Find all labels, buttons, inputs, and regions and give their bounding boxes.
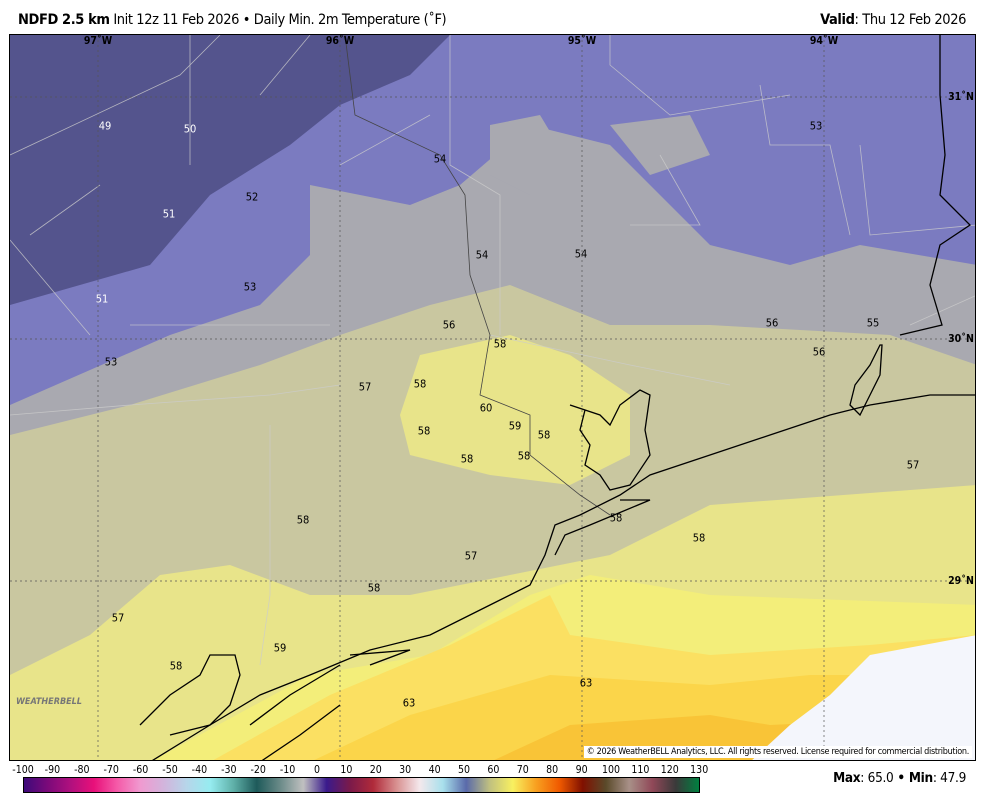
temperature-label: 57 [358, 380, 372, 394]
colorbar-tick: 20 [369, 764, 382, 776]
longitude-label: 96˚W [325, 35, 355, 47]
temperature-label: 57 [111, 611, 125, 625]
temperature-label: 57 [906, 458, 920, 472]
latitude-label: 30˚N [948, 333, 974, 345]
temperature-label: 58 [367, 581, 381, 595]
temperature-label: 58 [609, 511, 623, 525]
temperature-label: 54 [433, 152, 447, 166]
max-min-stats: Max: 65.0 • Min: 47.9 [833, 770, 966, 786]
colorbar-tick: 90 [575, 764, 588, 776]
stats-separator: • [893, 770, 909, 786]
temperature-label: 63 [579, 676, 593, 690]
temperature-label: 60 [479, 401, 493, 415]
colorbar-tick: -60 [132, 764, 149, 776]
colorbar-tick: -90 [44, 764, 61, 776]
temperature-label: 49 [98, 119, 112, 133]
temperature-label: 58 [493, 337, 507, 351]
temperature-label: 58 [517, 449, 531, 463]
temperature-label: 63 [402, 696, 416, 710]
temperature-map[interactable]: 97˚W 96˚W 95˚W 94˚W 31˚N 30˚N 29˚N 49 50 5… [9, 34, 976, 761]
init-time: Init 12z 11 Feb 2026 [113, 12, 239, 28]
longitude-label: 94˚W [809, 35, 839, 47]
temperature-label: 53 [104, 355, 118, 369]
longitude-label: 97˚W [83, 35, 113, 47]
temperature-label: 58 [417, 424, 431, 438]
temperature-label: 51 [162, 207, 176, 221]
colorbar-tick: 10 [340, 764, 353, 776]
temperature-label: 58 [460, 452, 474, 466]
colorbar-tick: 0 [313, 764, 321, 776]
colorbar-tick: 30 [399, 764, 412, 776]
max-label: Max [833, 770, 861, 786]
colorbar-tick: -50 [162, 764, 178, 776]
map-fill [10, 35, 975, 760]
temperature-label: 59 [273, 641, 287, 655]
colorbar-tick: -70 [103, 764, 119, 776]
temperature-label: 58 [692, 531, 706, 545]
temperature-label: 58 [413, 377, 427, 391]
colorbar-tick: -30 [221, 764, 237, 776]
colorbar-tick: 50 [457, 764, 471, 776]
temperature-label: 51 [95, 292, 109, 306]
colorbar-tick: 100 [601, 764, 621, 776]
colorbar-tick: 40 [428, 764, 441, 776]
latitude-label: 29˚N [948, 575, 974, 587]
colorbar-tick: 110 [631, 764, 650, 776]
colorbar-tick: -100 [12, 764, 34, 776]
temperature-label: 57 [464, 549, 478, 563]
max-value: : 65.0 [860, 770, 894, 786]
temperature-label: 56 [442, 318, 456, 332]
temperature-label: 54 [475, 248, 489, 262]
temperature-label: 58 [296, 513, 310, 527]
min-label: Min [908, 770, 933, 786]
colorbar-tick: -40 [191, 764, 208, 776]
latitude-label: 31˚N [948, 91, 974, 103]
temperature-label: 54 [574, 247, 588, 261]
map-title: NDFD 2.5 km Init 12z 11 Feb 2026 • Daily… [18, 12, 447, 28]
copyright-notice: © 2026 WeatherBELL Analytics, LLC. All r… [583, 746, 972, 758]
product-name: Daily Min. 2m Temperature (˚F) [253, 12, 447, 28]
temperature-label: 56 [765, 316, 779, 330]
temperature-label: 53 [243, 280, 257, 294]
colorbar-tick: 120 [660, 764, 679, 776]
temperature-label: 53 [809, 119, 823, 133]
valid-label: Valid [820, 12, 855, 28]
temperature-label: 58 [169, 659, 183, 673]
weatherbell-logo: WEATHERBELL [16, 697, 82, 707]
temperature-label: 52 [245, 190, 259, 204]
longitude-label: 95˚W [567, 35, 597, 47]
colorbar-tick: -20 [250, 764, 266, 776]
colorbar-tick: 80 [546, 764, 559, 776]
colorbar [23, 777, 700, 793]
separator: • [242, 12, 251, 28]
colorbar-tick: -10 [279, 764, 296, 776]
colorbar-tick: 70 [516, 764, 529, 776]
valid-value: : Thu 12 Feb 2026 [854, 12, 967, 28]
temperature-label: 56 [812, 345, 826, 359]
valid-time: Valid: Thu 12 Feb 2026 [820, 12, 966, 28]
temperature-label: 55 [866, 316, 880, 330]
temperature-label: 58 [537, 428, 551, 442]
colorbar-tick: -80 [74, 764, 90, 776]
colorbar-tick: 130 [690, 764, 709, 776]
colorbar-tick: 60 [487, 764, 500, 776]
model-name: NDFD 2.5 km [18, 12, 110, 28]
temperature-label: 50 [183, 122, 197, 136]
min-value: : 47.9 [932, 770, 966, 786]
temperature-label: 59 [508, 419, 522, 433]
